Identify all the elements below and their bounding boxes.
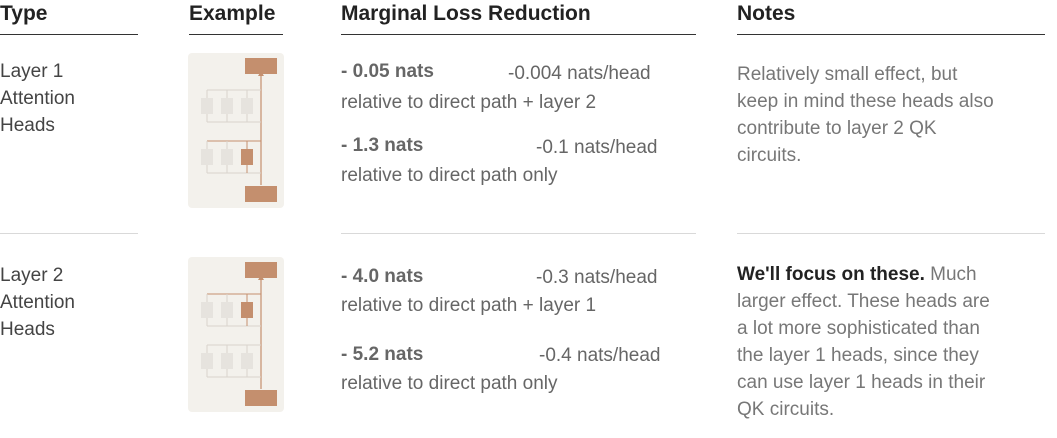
per-head-value: -0.1 nats/head — [536, 137, 658, 158]
circuit-diagram — [201, 262, 277, 406]
note-line: can use layer 1 heads in their — [737, 372, 986, 393]
attention-head-box — [241, 98, 253, 114]
row-separator — [737, 233, 1045, 234]
row-type-label: Layer 1 Attention Heads — [0, 58, 130, 139]
loss-value: - 0.05 nats — [341, 61, 434, 82]
note-line: circuits. — [737, 145, 802, 166]
per-head-value: -0.3 nats/head — [536, 267, 658, 288]
example-diagram-layer2 — [188, 257, 284, 412]
note-emphasis: We'll focus on these. — [737, 264, 925, 285]
note-line: larger effect. These heads are — [737, 291, 990, 312]
attention-head-box — [241, 149, 253, 165]
attention-head-box — [201, 353, 213, 369]
row-note: Relatively small effect, but keep in min… — [737, 61, 1037, 169]
relative-text: relative to direct path + layer 1 — [341, 295, 597, 316]
type-line: Heads — [0, 319, 55, 340]
loss-value: - 1.3 nats — [341, 135, 424, 156]
attention-head-box — [201, 149, 213, 165]
note-line: a lot more sophisticated than — [737, 318, 980, 339]
header-example-rule — [189, 34, 283, 35]
header-type: Type — [0, 2, 48, 25]
relative-text: relative to direct path + layer 2 — [341, 92, 597, 113]
example-diagram-layer1 — [188, 53, 284, 208]
header-type-rule — [0, 34, 138, 35]
header-example: Example — [189, 2, 276, 25]
note-first-rest: Much — [924, 264, 977, 285]
relative-text: relative to direct path only — [341, 373, 558, 394]
note-line: Relatively small effect, but — [737, 64, 958, 85]
embed-box — [245, 390, 277, 406]
per-head-value: -0.004 nats/head — [508, 63, 651, 84]
unembed-box — [245, 58, 277, 74]
attention-head-box — [221, 149, 233, 165]
header-marginal-loss: Marginal Loss Reduction — [341, 2, 591, 25]
loss-value: - 4.0 nats — [341, 266, 424, 287]
unembed-box — [245, 262, 277, 278]
type-line: Layer 2 — [0, 265, 64, 286]
loss-value: - 5.2 nats — [341, 344, 424, 365]
header-notes: Notes — [737, 2, 796, 25]
type-line: Layer 1 — [0, 61, 64, 82]
circuit-diagram — [201, 58, 277, 202]
attention-head-box — [221, 98, 233, 114]
attention-head-box — [201, 302, 213, 318]
attention-head-box — [241, 353, 253, 369]
row-separator — [341, 233, 696, 234]
attention-head-box — [241, 302, 253, 318]
header-marginal-rule — [341, 34, 696, 35]
note-line: contribute to layer 2 QK — [737, 118, 937, 139]
type-line: Attention — [0, 88, 75, 109]
embed-box — [245, 186, 277, 202]
per-head-value: -0.4 nats/head — [539, 345, 661, 366]
note-line: QK circuits. — [737, 399, 835, 420]
attention-head-box — [201, 98, 213, 114]
type-line: Heads — [0, 115, 55, 136]
note-line-first: We'll focus on these. Much — [737, 261, 1037, 288]
header-notes-rule — [737, 34, 1045, 35]
row-note: We'll focus on these. Much larger effect… — [737, 261, 1037, 423]
row-separator — [0, 233, 138, 234]
note-line: keep in mind these heads also — [737, 91, 994, 112]
attention-head-box — [221, 302, 233, 318]
type-line: Attention — [0, 292, 75, 313]
row-type-label: Layer 2 Attention Heads — [0, 262, 130, 343]
attention-head-box — [221, 353, 233, 369]
note-line: the layer 1 heads, since they — [737, 345, 979, 366]
relative-text: relative to direct path only — [341, 165, 558, 186]
